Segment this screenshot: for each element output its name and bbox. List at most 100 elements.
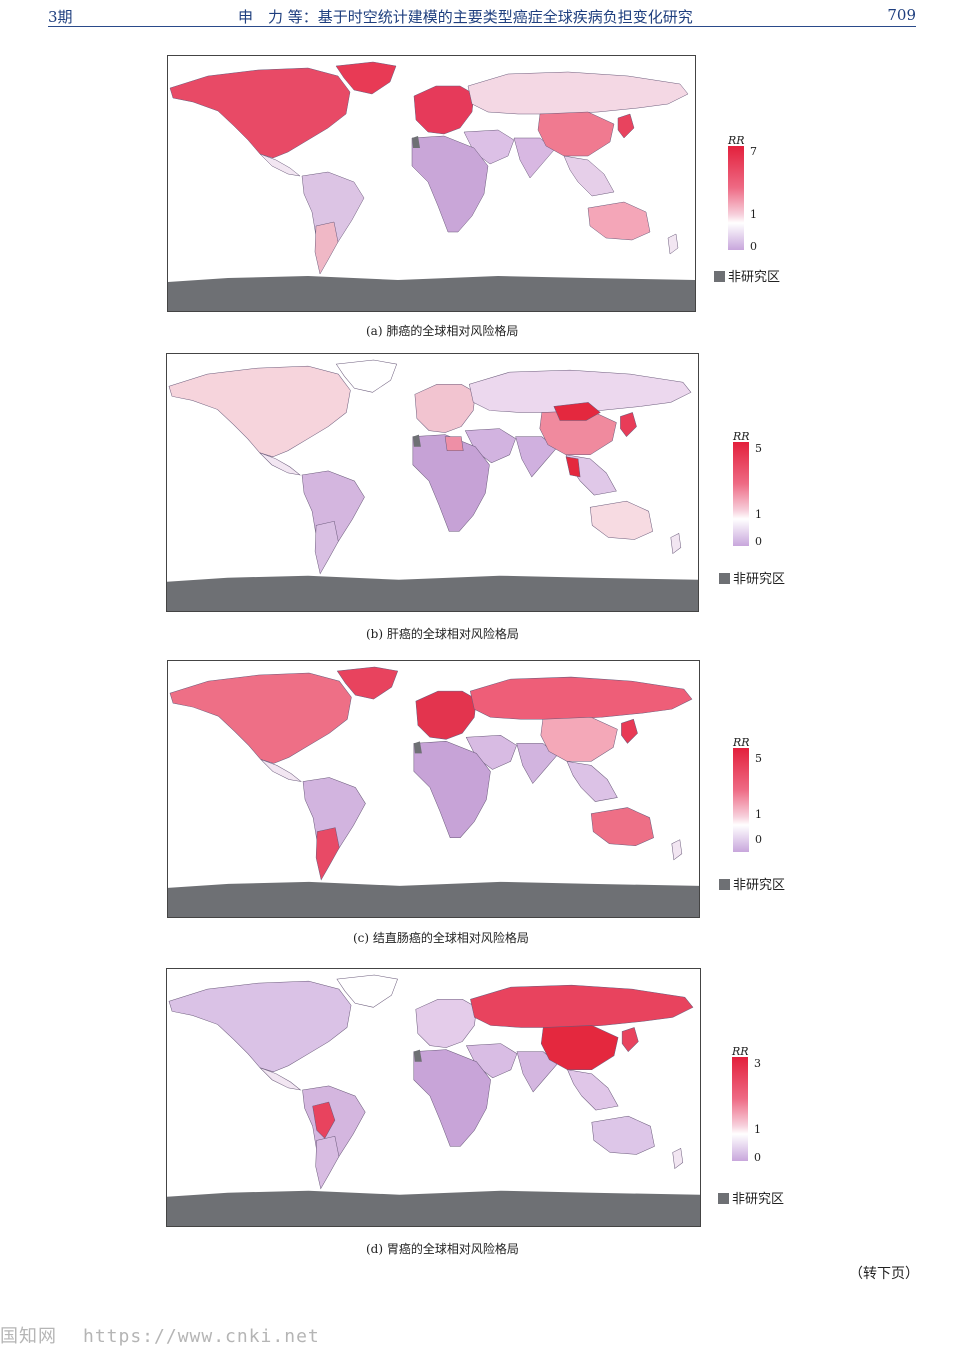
- region-mexico: [259, 153, 301, 177]
- legend-non-study-area: 非研究区: [719, 874, 785, 893]
- non-study-label: 非研究区: [732, 1192, 785, 1207]
- region-seasia: [567, 1069, 619, 1111]
- region-na: [168, 365, 351, 458]
- region-europe: [413, 85, 475, 135]
- region-mexico: [259, 1067, 302, 1091]
- region-mexico: [259, 452, 301, 476]
- region-india: [513, 137, 555, 179]
- source-watermark: 国知网 https://www.cnki.net: [0, 1322, 320, 1348]
- region-australia: [590, 807, 654, 846]
- legend-tick-zero: 0: [754, 1151, 761, 1164]
- legend-tick-one: 1: [754, 1123, 761, 1136]
- world-map-lung: [168, 61, 695, 311]
- region-europe: [414, 383, 476, 433]
- legend-rr-label: RR: [733, 736, 750, 749]
- watermark-site: 国知网: [0, 1326, 57, 1347]
- world-map-colorectal: [168, 666, 699, 917]
- region-australia: [587, 201, 651, 241]
- region-seasia: [563, 155, 615, 197]
- region-na: [169, 672, 352, 764]
- region-europe: [415, 998, 477, 1048]
- running-header: 3期 申 力 等：基于时空统计建模的主要类型癌症全球疾病负担变化研究 709: [48, 4, 916, 27]
- legend-tick-one: 1: [755, 808, 762, 821]
- region-mongolia: [553, 402, 601, 421]
- region-argentina: [314, 521, 339, 575]
- legend-tick-max: 3: [754, 1057, 761, 1070]
- legend-non-study-area: 非研究区: [719, 568, 785, 587]
- region-china: [540, 716, 618, 762]
- region-nz: [670, 533, 682, 555]
- region-nz: [671, 839, 683, 861]
- region-china: [539, 410, 617, 456]
- region-china: [540, 1025, 619, 1071]
- non-study-swatch: [714, 271, 725, 282]
- western-sahara-non-study: [412, 136, 420, 148]
- region-china: [537, 111, 615, 157]
- region-thailand: [565, 456, 581, 478]
- antarctica-non-study: [167, 1190, 700, 1226]
- legend-non-study-area: 非研究区: [714, 266, 780, 285]
- non-study-swatch: [718, 1193, 729, 1204]
- region-japan: [621, 1027, 639, 1053]
- caption-colorectal: (c) 结直肠癌的全球相对风险格局: [353, 931, 529, 945]
- region-india: [515, 436, 557, 478]
- legend-color-bar: [732, 1057, 748, 1161]
- world-map-gastric: [167, 974, 700, 1226]
- legend-tick-max: 5: [755, 442, 762, 455]
- non-study-label: 非研究区: [733, 878, 786, 893]
- region-africa: [413, 741, 491, 838]
- region-africa: [411, 135, 489, 233]
- region-greenland: [336, 974, 398, 1008]
- region-greenland: [336, 666, 399, 700]
- legend-non-study-area: 非研究区: [718, 1188, 784, 1207]
- region-egypt: [444, 436, 464, 452]
- region-australia: [589, 500, 653, 540]
- caption-lung: (a) 肺癌的全球相对风险格局: [366, 324, 519, 338]
- region-argentina: [315, 827, 340, 881]
- caption-gastric: (d) 胃癌的全球相对风险格局: [366, 1242, 519, 1256]
- non-study-swatch: [719, 573, 730, 584]
- non-study-swatch: [719, 879, 730, 890]
- region-russia: [469, 676, 693, 720]
- region-nz: [672, 1148, 684, 1170]
- region-na: [169, 67, 351, 159]
- legend-tick-zero: 0: [755, 535, 762, 548]
- non-study-label: 非研究区: [728, 270, 781, 285]
- region-japan: [621, 718, 638, 744]
- non-study-label: 非研究区: [733, 572, 786, 587]
- western-sahara-non-study: [412, 434, 421, 447]
- region-india: [516, 743, 558, 784]
- region-argentina: [314, 221, 339, 275]
- region-africa: [412, 434, 490, 532]
- map-panel-lung: [167, 55, 696, 312]
- watermark-url: https://www.cnki.net: [83, 1326, 320, 1347]
- region-nz: [667, 233, 679, 255]
- region-mexico: [260, 759, 302, 782]
- western-sahara-non-study: [413, 741, 422, 754]
- region-russia: [467, 71, 689, 115]
- legend-color-bar: [728, 146, 744, 250]
- legend-tick-zero: 0: [750, 240, 757, 253]
- legend-color-bar: [733, 748, 749, 852]
- antarctica-non-study: [168, 276, 695, 311]
- region-africa: [413, 1049, 491, 1147]
- region-greenland: [335, 61, 397, 95]
- issue-number: 3期: [48, 8, 73, 26]
- map-panel-gastric: [166, 968, 701, 1227]
- region-japan: [620, 412, 637, 438]
- page-number: 709: [887, 6, 916, 24]
- region-argentina: [315, 1136, 340, 1190]
- legend-rr-label: RR: [732, 1045, 749, 1058]
- caption-liver: (b) 肝癌的全球相对风险格局: [366, 627, 519, 641]
- legend-tick-one: 1: [755, 508, 762, 521]
- legend-tick-max: 7: [750, 145, 757, 158]
- region-russia: [468, 369, 692, 413]
- legend-rr-label: RR: [728, 134, 745, 147]
- legend-tick-one: 1: [750, 208, 757, 221]
- region-europe: [415, 690, 477, 740]
- region-russia: [470, 984, 694, 1028]
- legend-tick-max: 5: [755, 752, 762, 765]
- running-title: 申 力 等：基于时空统计建模的主要类型癌症全球疾病负担变化研究: [238, 8, 693, 26]
- region-andes: [312, 1101, 336, 1139]
- map-panel-liver: [166, 353, 699, 612]
